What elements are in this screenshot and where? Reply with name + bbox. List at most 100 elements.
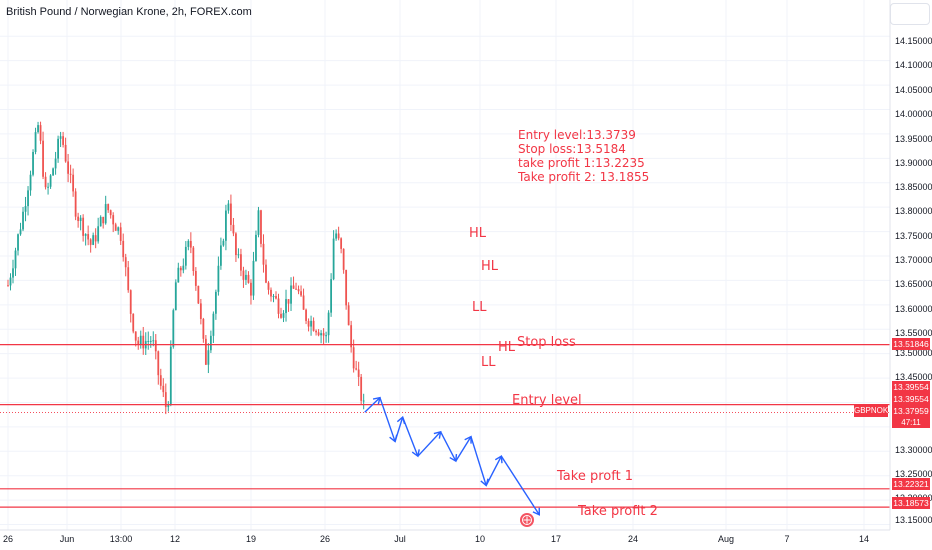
candle[interactable] <box>267 281 270 295</box>
projection-segment[interactable] <box>417 430 442 457</box>
candle[interactable] <box>12 259 14 284</box>
candle[interactable] <box>317 329 320 337</box>
candle[interactable] <box>292 276 295 289</box>
candle[interactable] <box>154 334 157 360</box>
candle[interactable] <box>337 226 340 241</box>
candle[interactable] <box>204 334 207 366</box>
candle[interactable] <box>84 233 87 246</box>
candle[interactable] <box>22 206 24 232</box>
candle[interactable] <box>164 383 167 415</box>
candle[interactable] <box>335 229 338 241</box>
candle[interactable] <box>42 131 44 180</box>
candle[interactable] <box>184 241 187 270</box>
candle[interactable] <box>219 237 222 270</box>
candle[interactable] <box>7 279 9 287</box>
candle[interactable] <box>172 308 175 349</box>
projection-segment[interactable] <box>455 435 472 462</box>
candle[interactable] <box>350 320 353 353</box>
candle[interactable] <box>212 311 215 343</box>
candle[interactable] <box>57 135 59 163</box>
candle[interactable] <box>174 279 177 311</box>
candle[interactable] <box>72 168 75 197</box>
candle[interactable] <box>62 131 65 148</box>
candle[interactable] <box>179 265 182 277</box>
candle[interactable] <box>89 238 92 253</box>
chart-settings-button[interactable] <box>890 3 930 25</box>
candle[interactable] <box>362 393 365 410</box>
candle[interactable] <box>307 318 310 332</box>
candle[interactable] <box>162 378 165 398</box>
candle[interactable] <box>192 245 195 276</box>
candle[interactable] <box>327 310 330 343</box>
candle[interactable] <box>29 170 32 196</box>
candle[interactable] <box>37 121 39 134</box>
candle[interactable] <box>287 299 290 312</box>
candle[interactable] <box>310 315 312 336</box>
candle[interactable] <box>157 350 160 385</box>
candle[interactable] <box>235 232 237 262</box>
candle[interactable] <box>107 203 110 213</box>
candle[interactable] <box>129 289 132 323</box>
candle[interactable] <box>132 313 135 334</box>
candle[interactable] <box>137 336 140 350</box>
candle[interactable] <box>302 288 305 310</box>
candle[interactable] <box>142 326 145 355</box>
candle[interactable] <box>134 331 137 347</box>
candle[interactable] <box>240 248 242 277</box>
candle[interactable] <box>282 310 285 323</box>
candle[interactable] <box>360 373 363 405</box>
candle[interactable] <box>340 237 343 254</box>
candle[interactable] <box>152 331 155 347</box>
candle[interactable] <box>47 182 49 195</box>
candle[interactable] <box>347 302 350 326</box>
candle[interactable] <box>265 259 267 284</box>
candle[interactable] <box>32 149 34 177</box>
candle[interactable] <box>122 233 125 262</box>
candle[interactable] <box>305 308 307 325</box>
candle[interactable] <box>199 298 202 325</box>
candle[interactable] <box>237 248 240 259</box>
projection-segment[interactable] <box>402 416 420 458</box>
candle[interactable] <box>262 234 265 273</box>
candle[interactable] <box>260 209 262 248</box>
candle[interactable] <box>39 121 42 145</box>
candle[interactable] <box>300 285 302 297</box>
candle[interactable] <box>82 214 85 242</box>
candle[interactable] <box>177 262 180 283</box>
candle[interactable] <box>285 289 287 322</box>
candle[interactable] <box>87 225 90 246</box>
candle[interactable] <box>159 368 162 390</box>
candle[interactable] <box>109 209 112 219</box>
candle[interactable] <box>167 401 170 412</box>
candle[interactable] <box>114 222 117 231</box>
projection-segment[interactable] <box>470 436 489 487</box>
candle[interactable] <box>320 330 322 344</box>
candle[interactable] <box>270 287 272 302</box>
candle[interactable] <box>187 239 190 251</box>
candle[interactable] <box>345 269 348 310</box>
candle[interactable] <box>94 228 97 249</box>
candle[interactable] <box>322 328 325 345</box>
projection-segment[interactable] <box>485 455 503 486</box>
candle[interactable] <box>297 285 300 295</box>
candle[interactable] <box>207 343 210 374</box>
candle[interactable] <box>232 217 235 237</box>
candle[interactable] <box>102 216 105 229</box>
candle[interactable] <box>245 269 247 285</box>
candle[interactable] <box>189 232 192 254</box>
candle[interactable] <box>117 226 120 235</box>
candle[interactable] <box>222 238 225 247</box>
candle[interactable] <box>44 172 47 190</box>
candle[interactable] <box>74 188 77 221</box>
candle[interactable] <box>9 273 12 291</box>
candle[interactable] <box>257 206 260 238</box>
candle[interactable] <box>225 204 227 251</box>
candle[interactable] <box>227 200 230 214</box>
candle[interactable] <box>280 307 282 319</box>
candle[interactable] <box>242 266 245 288</box>
candle[interactable] <box>99 215 102 227</box>
candle[interactable] <box>275 291 277 300</box>
candle[interactable] <box>149 336 152 348</box>
candle[interactable] <box>17 233 19 256</box>
